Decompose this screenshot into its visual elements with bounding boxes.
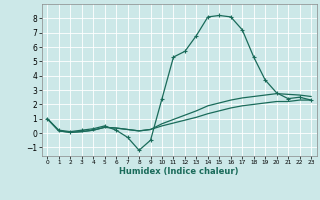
X-axis label: Humidex (Indice chaleur): Humidex (Indice chaleur) xyxy=(119,167,239,176)
